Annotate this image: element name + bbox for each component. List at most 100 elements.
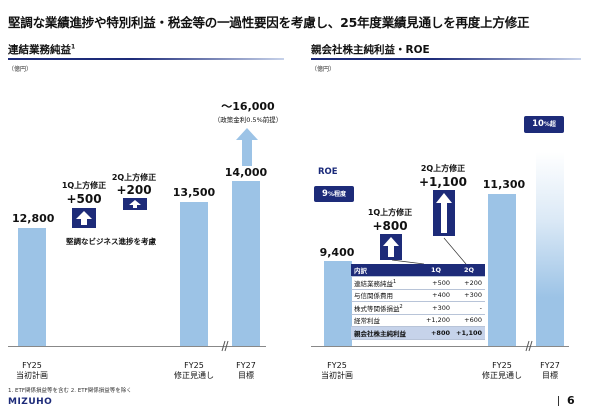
- table-row: 与信関係費用 +400 +300: [351, 289, 486, 302]
- left-bar2-value: 13,500: [172, 186, 216, 199]
- right-xlabel-2: FY25 修正見通し: [474, 361, 530, 381]
- right-underline: [311, 58, 581, 60]
- left-xlabel-1: FY25 当初計画: [8, 361, 56, 381]
- table-cell-q1: +500: [419, 276, 453, 290]
- right-xlabel-1: FY25 当初計画: [312, 361, 362, 381]
- right-bar1-value: 9,400: [319, 246, 355, 259]
- table-cell-label: 与信関係費用: [351, 289, 419, 302]
- right-q1-label: 1Q上方修正: [367, 208, 413, 217]
- page-divider: [558, 396, 559, 406]
- left-underline: [8, 58, 284, 60]
- table-cell-q2: -: [453, 301, 486, 315]
- page-title: 堅調な業績進捗や特別利益・税金等の一過性要因を考慮し、25年度業績見通しを再度上…: [8, 15, 530, 30]
- left-target-note: （政策金利0.5%前提）: [213, 116, 283, 124]
- left-q1-arrow-icon: [72, 208, 96, 228]
- left-xlabel-3: FY27 目標: [224, 361, 268, 381]
- right-q2-arrow-icon: [433, 190, 455, 236]
- table-header-q2: 2Q: [453, 264, 486, 277]
- left-bar1-value: 12,800: [12, 212, 55, 225]
- right-xlabel-2-line1: FY25: [492, 361, 512, 370]
- page-number: 6: [567, 394, 575, 407]
- table-cell-q2: +200: [453, 276, 486, 290]
- table-row-1-label: 連結業務純益: [354, 279, 393, 288]
- left-axis-break-icon: [221, 340, 229, 352]
- left-bar-fy25-revised: [180, 202, 208, 346]
- right-bar-fy27-target: [536, 152, 564, 346]
- table-total-row: 親会社株主純利益 +800 +1,100: [351, 326, 486, 340]
- right-axis-break-icon: [525, 340, 533, 352]
- right-bar-fy25-revised: [488, 194, 516, 346]
- left-title-sup: 1: [71, 43, 76, 51]
- right-xlabel-3-line1: FY27: [540, 361, 560, 370]
- table-row-1-sup: 1: [393, 278, 397, 285]
- left-xlabel-3-line2: 目標: [238, 371, 254, 380]
- table-row-3-sup: 2: [399, 303, 403, 310]
- table-connector-lines: [391, 237, 467, 265]
- right-q2-value: +1,100: [418, 175, 467, 189]
- left-progress-note: 堅調なビジネス進捗を考慮: [66, 237, 156, 246]
- table-row: 連結業務純益1 +500 +200: [351, 276, 486, 290]
- left-bar-fy25-plan: [18, 228, 46, 346]
- left-section-title: 連結業務純益1: [8, 42, 75, 57]
- left-xlabel-2: FY25 修正見通し: [168, 361, 220, 381]
- right-q1-value: +800: [372, 219, 408, 233]
- table-cell-q1: +300: [419, 301, 453, 315]
- left-xlabel-1-line2: 当初計画: [16, 371, 48, 380]
- left-xlabel-3-line1: FY27: [236, 361, 256, 370]
- table-header-label: 内訳: [351, 264, 419, 277]
- left-unit: （億円）: [8, 66, 33, 73]
- right-bar2-value: 11,300: [482, 178, 526, 191]
- table-cell-q1: +1,200: [419, 314, 453, 327]
- right-xlabel-3: FY27 目標: [528, 361, 572, 381]
- right-xlabel-2-line2: 修正見通し: [482, 371, 522, 380]
- roe-pill-target-num: 10: [532, 119, 544, 129]
- right-section-title: 親会社株主純利益・ROE: [311, 44, 430, 56]
- roe-label: ROE: [318, 167, 338, 177]
- left-target-arrow-icon: [236, 128, 258, 166]
- table-total-label: 親会社株主純利益: [351, 326, 419, 340]
- left-bar-fy27-target: [232, 181, 260, 346]
- breakdown-table: 内訳 1Q 2Q 連結業務純益1 +500 +200 与信関係費用 +400 +…: [351, 264, 486, 340]
- roe-pill-current-num: 9: [322, 189, 328, 199]
- table-header-q1: 1Q: [419, 264, 453, 277]
- table-cell-q1: +400: [419, 289, 453, 302]
- left-q1-value: +500: [66, 192, 102, 206]
- table-row-3-label: 株式等関係損益: [354, 304, 400, 313]
- table-row: 経常利益 +1,200 +600: [351, 314, 486, 327]
- table-cell-q2: +600: [453, 314, 486, 327]
- left-target-upside: ～16,000: [221, 100, 275, 113]
- table-row-2-label: 与信関係費用: [354, 292, 393, 301]
- table-row-4-label: 経常利益: [354, 317, 380, 326]
- table-cell-q2: +300: [453, 289, 486, 302]
- left-xlabel-2-line1: FY25: [184, 361, 204, 370]
- table-row: 株式等関係損益2 +300 -: [351, 301, 486, 315]
- right-xlabel-1-line1: FY25: [327, 361, 347, 370]
- left-q2-value: +200: [116, 183, 152, 197]
- left-bar3-value: 14,000: [224, 166, 268, 179]
- footnote: 1. ETF関係損益等を含む 2. ETF関係損益等を除く: [8, 388, 132, 394]
- right-axis: [311, 346, 569, 347]
- right-bar-fy25-plan: [324, 261, 352, 346]
- mizuho-logo: MIZUHO: [8, 397, 53, 407]
- roe-pill-current-suffix: %程度: [327, 191, 346, 198]
- right-xlabel-1-line2: 当初計画: [321, 371, 353, 380]
- table-cell-label: 経常利益: [351, 314, 419, 327]
- roe-pill-target: 10%超: [524, 116, 564, 133]
- table-total-q1: +800: [419, 326, 453, 340]
- left-axis: [8, 346, 266, 347]
- left-xlabel-2-line2: 修正見通し: [174, 371, 214, 380]
- roe-pill-current: 9%程度: [314, 186, 354, 202]
- table-total-q2: +1,100: [453, 326, 486, 340]
- right-xlabel-3-line2: 目標: [542, 371, 558, 380]
- left-q2-label: 2Q上方修正: [111, 173, 157, 182]
- left-xlabel-1-line1: FY25: [22, 361, 42, 370]
- left-title-text: 連結業務純益: [8, 44, 71, 56]
- roe-pill-target-suffix: %超: [543, 121, 556, 128]
- right-q2-label: 2Q上方修正: [420, 164, 466, 173]
- table-cell-label: 連結業務純益1: [351, 276, 419, 290]
- left-q2-arrow-icon: [123, 198, 147, 210]
- table-cell-label: 株式等関係損益2: [351, 301, 419, 315]
- right-unit: （億円）: [311, 66, 336, 73]
- right-q1-arrow-icon: [380, 234, 402, 260]
